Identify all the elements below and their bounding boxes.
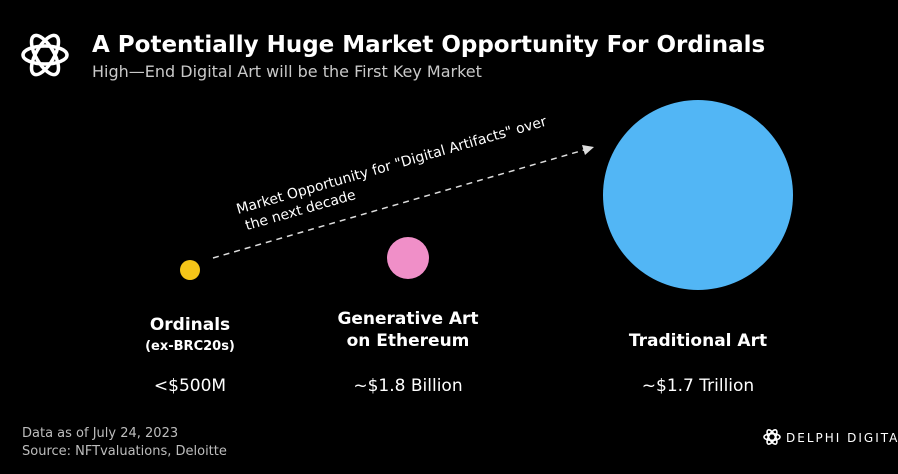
item-sublabel: (ex-BRC20s): [145, 339, 235, 354]
item-value: <$500M: [154, 376, 226, 396]
traditional-circle: [603, 100, 793, 290]
item-value: ~$1.7 Trillion: [642, 376, 754, 396]
subtitle: High—End Digital Art will be the First K…: [92, 62, 482, 81]
item-label: on Ethereum: [347, 331, 470, 351]
title: A Potentially Huge Market Opportunity Fo…: [92, 32, 765, 58]
arrow-line: [212, 149, 585, 259]
brand: DELPHI DIGITAL: [786, 431, 898, 445]
item-label: Generative Art: [337, 309, 478, 329]
item-label: Traditional Art: [629, 331, 767, 351]
item-value: ~$1.8 Billion: [353, 376, 462, 396]
generative-circle: [387, 237, 429, 279]
item-label: Ordinals: [150, 315, 230, 335]
ordinals-circle: [180, 260, 200, 280]
source: Source: NFTvaluations, Deloitte: [22, 444, 227, 459]
arrow-head: [582, 145, 594, 155]
date-note: Data as of July 24, 2023: [22, 426, 178, 441]
brand-logo: [763, 429, 781, 445]
